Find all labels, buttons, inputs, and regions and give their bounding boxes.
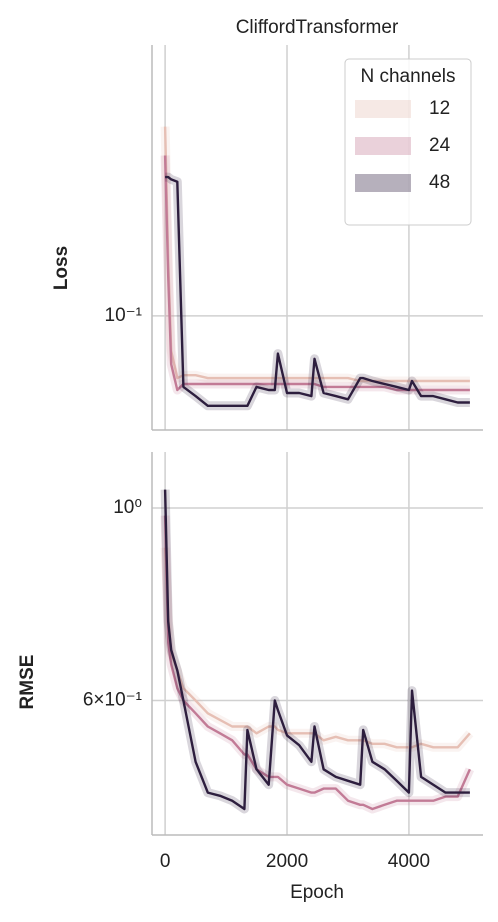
band xyxy=(160,547,474,752)
y-axis-label: RMSE xyxy=(17,655,38,710)
legend-swatch xyxy=(355,174,411,192)
series-line xyxy=(163,515,471,811)
series-line xyxy=(163,155,470,392)
legend-swatch xyxy=(355,100,411,118)
chart-title: CliffordTransformer xyxy=(236,17,399,38)
y-tick-label: 10⁻¹ xyxy=(105,305,143,326)
x-tick-label: 4000 xyxy=(388,851,430,872)
y-tick-label: 10⁰ xyxy=(113,497,142,518)
series-line xyxy=(163,126,470,383)
y-tick-label: 6×10⁻¹ xyxy=(83,690,142,711)
legend-box xyxy=(344,58,472,226)
x-tick-label: 0 xyxy=(160,851,171,872)
legend-label: 48 xyxy=(429,172,450,193)
y-axis-label: Loss xyxy=(51,246,72,290)
legend-swatch xyxy=(355,137,411,155)
x-tick-label: 2000 xyxy=(266,851,308,872)
x-axis-label: Epoch xyxy=(290,882,344,903)
band xyxy=(160,489,470,814)
legend-label: 12 xyxy=(429,98,450,119)
legend-label: 24 xyxy=(429,135,451,156)
series-line xyxy=(163,489,470,811)
legend-title: N channels xyxy=(360,66,455,87)
series-line xyxy=(165,175,470,407)
